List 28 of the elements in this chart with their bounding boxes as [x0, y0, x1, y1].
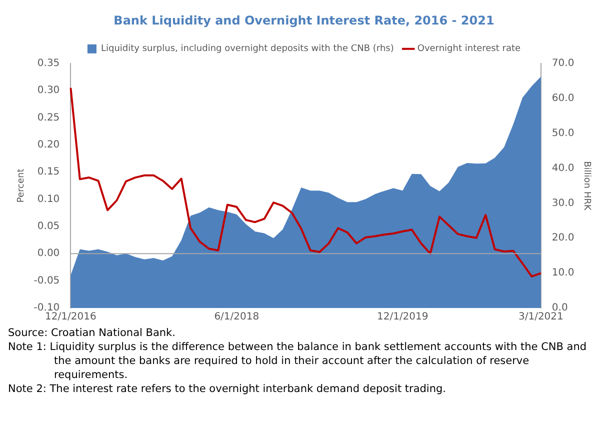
x-tick-label: 6/1/2018 [214, 312, 260, 323]
y2-tick-label: 20.0 [552, 232, 574, 244]
y-tick-label: 0.10 [37, 194, 60, 205]
source-note: Source: Croatian National Bank. [8, 326, 176, 340]
y-tick-label: 0.30 [37, 85, 60, 96]
x-tick-label: 3/1/2021 [518, 312, 564, 323]
chart-title: Bank Liquidity and Overnight Interest Rate, 2016 - 2021 [114, 13, 494, 28]
text: Note 1: Liquidity surplus is the difference between the balance in bank settlement accounts with the CNB and the amount the banks are required to hold in their account after the calculation of reserve requirements. [8, 340, 588, 382]
y2-tick-label: 50.0 [552, 128, 574, 139]
y2-axis-title: Billion HRK [581, 161, 592, 212]
x-tick-label: 12/1/2019 [376, 312, 428, 323]
text: Note 2: The interest rate refers to the overnight interbank demand deposit trading. [8, 382, 448, 396]
y-tick-label: 0.35 [37, 58, 60, 69]
y-tick-label: 0.05 [37, 221, 60, 232]
x-tick-label: 12/1/2016 [45, 312, 96, 323]
y-tick-label: 0.00 [37, 248, 60, 260]
y2-tick-label: 70.0 [552, 58, 574, 69]
legend-label: Overnight interest rate [417, 44, 521, 54]
y2-tick-label: 30.0 [552, 198, 574, 209]
y-tick-label: -0.05 [34, 275, 60, 286]
y2-tick-label: 10.0 [552, 268, 574, 279]
y2-tick-label: 60.0 [552, 92, 574, 104]
y2-tick-label: 40.0 [552, 162, 574, 174]
y-tick-label: 0.20 [37, 140, 60, 151]
legend-label: Liquidity surplus, including overnight deposits with the CNB (rhs) [100, 44, 394, 54]
y-tick-label: 0.15 [37, 166, 60, 178]
y-tick-label: 0.25 [37, 112, 60, 124]
y-axis-title: Percent [16, 168, 27, 203]
